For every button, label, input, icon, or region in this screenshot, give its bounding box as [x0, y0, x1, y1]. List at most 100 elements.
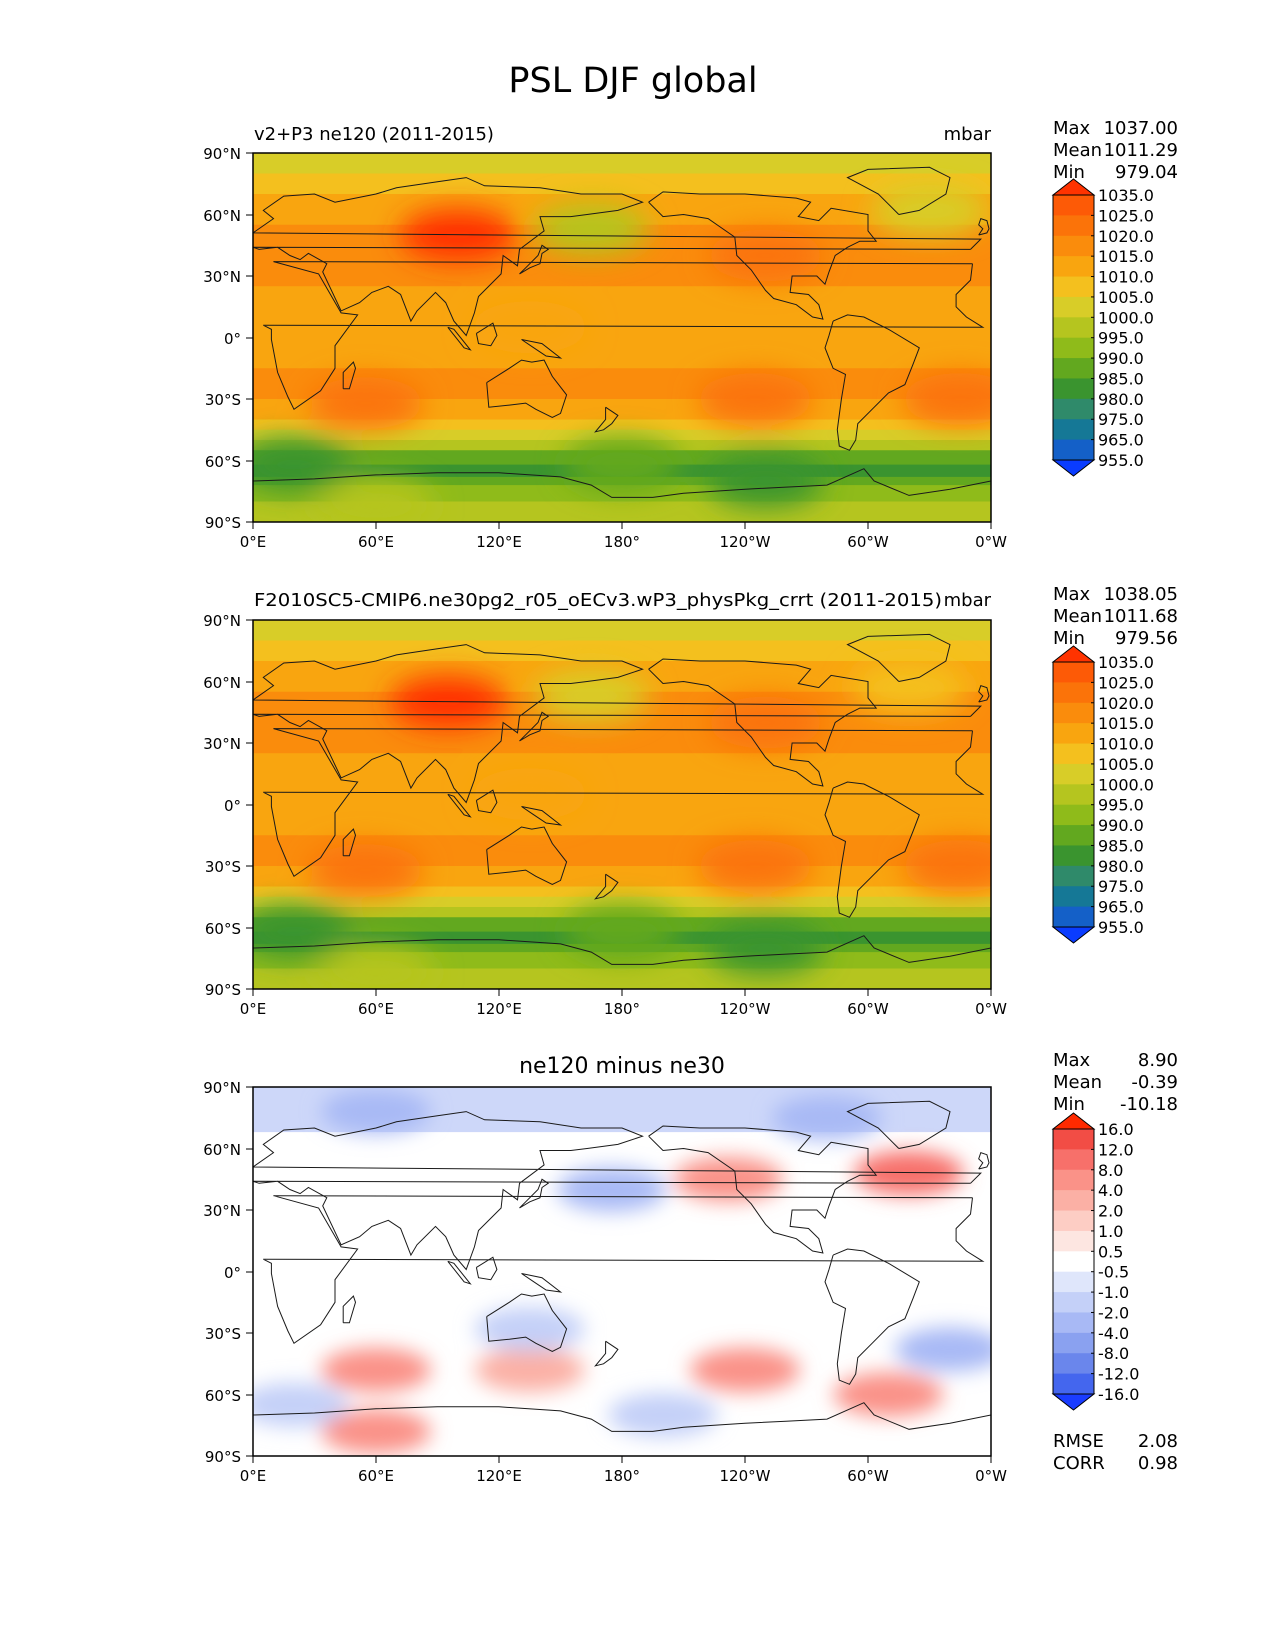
colorbar-label: 1010.0 — [1098, 735, 1154, 754]
pressure-field — [253, 153, 991, 522]
corr-label: CORR — [1053, 1453, 1105, 1474]
difference-center — [895, 1327, 991, 1372]
colorbar-swatch — [1053, 1373, 1094, 1395]
coastline — [824, 781, 920, 918]
difference-center — [474, 1347, 585, 1392]
colorbar-swatch — [1053, 845, 1094, 867]
colorbar-label: 1020.0 — [1098, 694, 1154, 713]
colorbar-extend-min — [1051, 1393, 1096, 1411]
coastline — [253, 1111, 983, 1271]
lat-tick: 0° — [224, 1264, 241, 1282]
difference-center — [608, 1393, 718, 1437]
coastline — [253, 177, 982, 337]
difference-center — [556, 1167, 667, 1212]
lat-tick: 90°S — [205, 981, 241, 999]
lat-tick: 90°S — [205, 1448, 241, 1466]
colorbar-label: -0.5 — [1098, 1263, 1129, 1282]
stat-value-min: -10.18 — [1120, 1094, 1178, 1115]
colorbar-swatch — [1053, 1190, 1094, 1212]
colorbar-swatch — [1053, 662, 1094, 683]
coastline — [594, 406, 619, 433]
coastline — [521, 1273, 563, 1293]
colorbar-label: -16.0 — [1098, 1385, 1139, 1404]
difference-center — [673, 1157, 784, 1202]
difference-center — [253, 1382, 349, 1427]
coastline — [263, 261, 985, 411]
colorbar-swatch — [1053, 1332, 1094, 1354]
difference-center — [321, 1409, 431, 1454]
lon-tick: 120°E — [476, 1467, 522, 1485]
lat-tick: 60°N — [203, 207, 241, 225]
colorbar-label: 990.0 — [1098, 816, 1144, 835]
coastline — [475, 789, 498, 814]
colorbar-label: 1020.0 — [1098, 227, 1154, 246]
panel-left-title: F2010SC5-CMIP6.ne30pg2_r05_oECv3.wP3_phy… — [254, 590, 942, 611]
colorbar-swatch — [1053, 419, 1094, 441]
coastline — [447, 793, 472, 818]
coastline — [342, 361, 357, 390]
colorbar-label: 1000.0 — [1098, 308, 1154, 327]
stats-box: Max 1037.00 Mean 1011.29 Min 979.04 — [1053, 118, 1178, 183]
pressure-center — [851, 661, 967, 714]
lon-tick: 60°E — [358, 1000, 394, 1018]
colorbar-label: 8.0 — [1098, 1161, 1123, 1180]
skill-scores: RMSE 2.08 CORR 0.98 — [1053, 1431, 1178, 1474]
lat-axis: 90°N 60°N 30°N 0° 30°S 60°S 90°S — [203, 1079, 253, 1466]
pressure-band — [253, 173, 991, 195]
colorbar-label: 975.0 — [1098, 877, 1144, 896]
colorbar-label: 1035.0 — [1098, 653, 1154, 672]
pressure-band — [253, 640, 991, 662]
coastline — [519, 711, 550, 742]
colorbar-label: 4.0 — [1098, 1181, 1123, 1200]
coastline — [486, 359, 568, 418]
coastline — [253, 644, 982, 804]
colorbar-swatch — [1053, 1353, 1094, 1375]
lat-axis: 90°N 60°N 30°N 0° 30°S 60°S 90°S — [203, 145, 253, 532]
lat-tick: 30°S — [205, 391, 241, 409]
pressure-center — [697, 373, 814, 425]
colorbar-swatch — [1053, 1251, 1094, 1273]
colorbar-swatch — [1053, 296, 1094, 318]
stat-value-min: 979.04 — [1115, 162, 1178, 183]
coastlines — [253, 1100, 991, 1432]
colorbar-swatch — [1053, 195, 1094, 216]
difference-center — [321, 1347, 431, 1392]
colorbar-swatch — [1053, 865, 1094, 887]
map-area — [253, 1087, 991, 1456]
lat-tick: 60°S — [205, 920, 241, 938]
pressure-center — [707, 229, 824, 282]
colorbar: 16.012.08.04.02.01.00.5-0.5-1.0-2.0-4.0-… — [1051, 1112, 1139, 1411]
panel-units: mbar — [944, 590, 992, 611]
pressure-band — [253, 886, 991, 898]
pressure-field — [253, 620, 991, 989]
stat-label-mean: Mean — [1053, 1072, 1102, 1093]
stats-box: Max 1038.05 Mean 1011.68 Min 979.56 — [1053, 584, 1178, 649]
lon-tick: 180° — [604, 533, 640, 551]
lon-tick: 60°W — [847, 1467, 889, 1485]
lon-tick: 120°W — [720, 1467, 771, 1485]
colorbar-label: 2.0 — [1098, 1202, 1123, 1221]
stat-value-max: 8.90 — [1138, 1050, 1178, 1071]
colorbar-label: 1035.0 — [1098, 186, 1154, 205]
coastline — [521, 806, 563, 826]
colorbar-swatch — [1053, 358, 1094, 379]
colorbar-label: 1015.0 — [1098, 247, 1154, 266]
colorbar-swatch — [1053, 723, 1094, 745]
colorbar-swatch — [1053, 1312, 1094, 1334]
stats-box: Max 8.90 Mean -0.39 Min -10.18 — [1053, 1050, 1178, 1115]
colorbar-swatch — [1053, 1230, 1094, 1252]
panel-center-title: ne120 minus ne30 — [519, 1054, 725, 1079]
lat-tick: 90°N — [203, 145, 241, 163]
lon-axis: 0°E 60°E 120°E 180° 120°W 60°W 0°W — [240, 1456, 1007, 1485]
colorbar-label: 995.0 — [1098, 329, 1144, 348]
colorbar-swatch — [1053, 702, 1094, 724]
pressure-band — [253, 153, 991, 175]
colorbar-label: -1.0 — [1098, 1283, 1129, 1302]
lon-tick: 120°W — [720, 533, 771, 551]
colorbar-label: 980.0 — [1098, 857, 1144, 876]
coastline — [519, 244, 550, 275]
lat-tick: 30°N — [203, 268, 241, 286]
stat-label-mean: Mean — [1053, 140, 1102, 161]
coastline — [447, 1260, 472, 1285]
